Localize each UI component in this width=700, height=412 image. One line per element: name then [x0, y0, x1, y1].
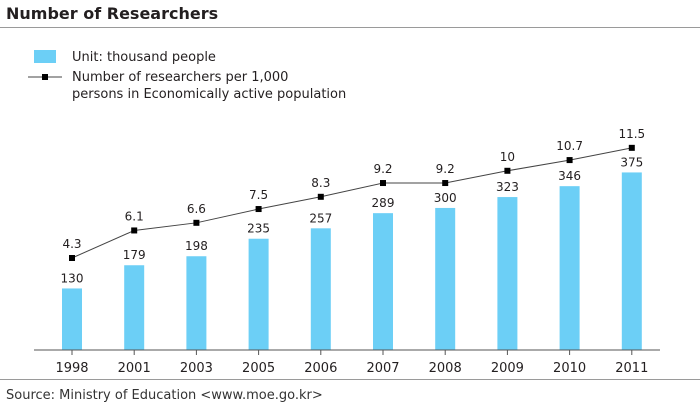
- bar: [186, 256, 207, 350]
- line-marker: [566, 157, 573, 164]
- legend: Unit: thousand people Number of research…: [28, 50, 346, 102]
- top-rule: [0, 27, 700, 28]
- line-value-label: 8.3: [311, 176, 330, 190]
- line-marker: [442, 180, 449, 187]
- line-value-label: 4.3: [62, 237, 81, 251]
- x-tick-label: 2011: [615, 361, 648, 376]
- line-value-label: 9.2: [373, 162, 392, 176]
- line-value-label: 6.1: [125, 209, 144, 223]
- bar-value-label: 323: [496, 180, 519, 194]
- x-axis: 1998 2001 2003 2005 2006 2007 2008 2009 2010 2011: [34, 349, 660, 376]
- line-value-label: 7.5: [249, 188, 268, 202]
- x-tick-label: 2008: [429, 361, 462, 376]
- bar-value-label: 198: [185, 239, 208, 253]
- bar-value-label: 346: [558, 169, 581, 183]
- line-marker: [255, 206, 262, 213]
- line-value-label: 11.5: [618, 127, 645, 141]
- line-marker: [193, 219, 200, 226]
- bar-value-label: 235: [247, 222, 270, 236]
- bar-value-label: 300: [434, 191, 457, 205]
- bar: [62, 288, 82, 350]
- bar-value-label: 375: [620, 155, 643, 169]
- source-note: Source: Ministry of Education <www.moe.g…: [6, 388, 323, 403]
- bar-value-label: 257: [309, 211, 332, 225]
- bar: [435, 207, 456, 350]
- bar: [373, 213, 393, 350]
- x-tick-label: 2006: [304, 361, 337, 376]
- line-marker: [628, 144, 635, 151]
- legend-bar-swatch: [34, 50, 56, 63]
- bar: [248, 238, 269, 350]
- bottom-rule: [0, 379, 700, 380]
- bar: [497, 197, 518, 350]
- legend-bar-label: Unit: thousand people: [72, 50, 216, 65]
- line-marker: [504, 167, 511, 174]
- bar: [621, 172, 642, 350]
- line-value-label: 10: [500, 150, 515, 164]
- line-value-label: 9.2: [436, 162, 455, 176]
- x-tick-label: 2001: [118, 361, 151, 376]
- bar-value-label: 179: [123, 248, 146, 262]
- line-series: 4.3 6.1 6.6 7.5 8.3 9.2 9.2 10 10.7 11.5: [62, 127, 645, 261]
- researchers-per-1000-line: [71, 147, 632, 259]
- chart-title: Number of Researchers: [6, 4, 219, 23]
- line-value-label: 10.7: [556, 139, 583, 153]
- chart-area: Unit: thousand people Number of research…: [28, 50, 660, 376]
- bar: [559, 186, 580, 350]
- legend-line-label-1: Number of researchers per 1,000: [72, 70, 288, 85]
- line-marker: [380, 180, 386, 187]
- bar: [124, 265, 145, 350]
- x-tick-label: 2007: [366, 361, 399, 376]
- bar-value-label: 130: [61, 271, 84, 285]
- x-tick-label: 2010: [553, 361, 586, 376]
- x-tick-label: 2003: [180, 361, 213, 376]
- x-tick-label: 1998: [55, 361, 88, 376]
- line-marker: [131, 227, 138, 234]
- x-tick-label: 2009: [491, 361, 524, 376]
- line-value-label: 6.6: [187, 202, 206, 216]
- line-marker: [69, 255, 75, 261]
- bar: [310, 228, 331, 350]
- bar-value-label: 289: [372, 196, 395, 210]
- legend-line-label-2: persons in Economically active populatio…: [72, 87, 346, 102]
- bar-series: 130 179 198 235 257 289 300 323 346 375: [61, 155, 643, 350]
- legend-line-marker: [42, 74, 48, 80]
- line-marker: [317, 193, 324, 200]
- x-tick-label: 2005: [242, 361, 275, 376]
